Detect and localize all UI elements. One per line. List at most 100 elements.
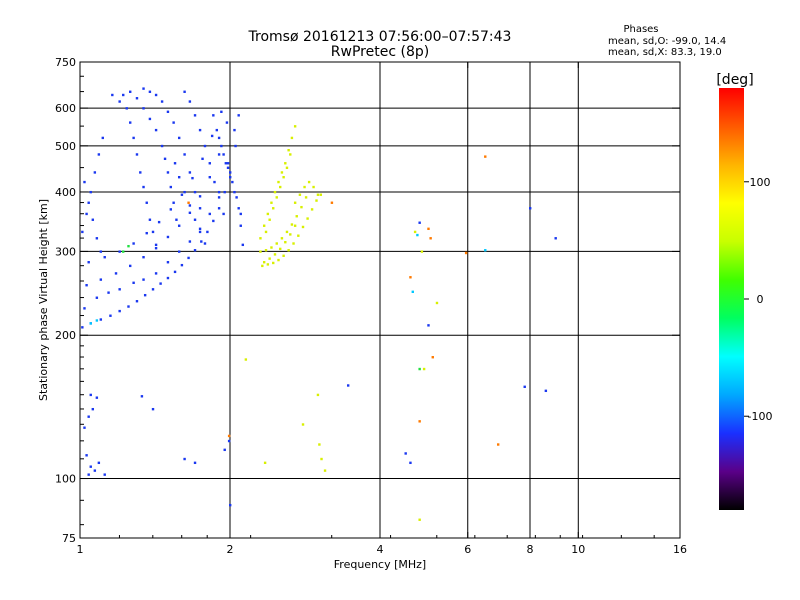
data-point [217, 153, 221, 156]
data-point [87, 201, 90, 204]
data-point [280, 237, 284, 240]
data-point [193, 114, 197, 117]
data-point [315, 199, 318, 202]
data-point [172, 201, 175, 204]
data-point [306, 217, 309, 220]
data-point [177, 250, 181, 253]
data-point [177, 224, 181, 227]
data-point [95, 396, 99, 399]
data-point [109, 314, 112, 317]
data-point [259, 250, 262, 253]
data-point [122, 93, 125, 97]
data-point [145, 231, 148, 235]
data-point [422, 367, 426, 371]
data-point [169, 185, 173, 189]
data-point [277, 258, 280, 262]
data-point [262, 261, 266, 264]
data-point [203, 242, 207, 245]
data-point [293, 125, 297, 128]
data-point [151, 230, 155, 234]
legend-line-x: mean, sd,X: 83.3, 19.0 [608, 47, 722, 58]
data-point [418, 367, 421, 371]
data-point [89, 465, 92, 468]
data-point [103, 473, 106, 476]
data-point [272, 261, 275, 265]
data-point [193, 190, 197, 194]
data-point [287, 249, 290, 252]
data-point [523, 385, 526, 389]
chart-title: Tromsø 20161213 07:56:00–07:57:43 [248, 29, 512, 45]
data-point [160, 100, 164, 103]
data-point [318, 443, 321, 446]
data-point [91, 407, 95, 411]
data-point [270, 246, 273, 249]
data-point [187, 256, 190, 260]
data-point [484, 249, 487, 252]
data-point [200, 240, 203, 243]
data-point [85, 454, 88, 457]
data-point [135, 153, 139, 156]
data-point [266, 263, 270, 266]
y-tick-label: 100 [55, 473, 76, 486]
data-point [268, 218, 271, 221]
data-point [148, 218, 152, 221]
data-point [99, 318, 103, 321]
data-point [97, 153, 101, 156]
data-point [191, 176, 194, 180]
data-point [142, 107, 145, 110]
data-point [263, 461, 267, 465]
data-point [259, 237, 262, 240]
data-point [83, 426, 86, 429]
x-tick-label: 6 [464, 543, 471, 556]
data-point [127, 305, 130, 308]
data-point [217, 190, 221, 194]
data-point [93, 171, 97, 174]
y-tick-label: 200 [55, 329, 76, 342]
data-point [93, 469, 97, 472]
data-point [166, 171, 170, 174]
data-point [231, 180, 234, 184]
data-point [330, 201, 334, 204]
data-point [83, 180, 86, 184]
data-point [310, 208, 314, 211]
data-point [160, 144, 164, 148]
data-point [87, 415, 90, 418]
data-point [275, 242, 278, 245]
data-point [188, 211, 192, 214]
data-point [266, 212, 270, 216]
data-point [289, 153, 292, 156]
data-point [177, 136, 181, 140]
data-point [118, 288, 121, 291]
data-point [142, 185, 145, 189]
data-point [212, 114, 215, 117]
data-point [118, 100, 121, 103]
data-point [264, 249, 268, 252]
data-point [413, 230, 417, 234]
data-point [217, 136, 221, 140]
data-point [284, 162, 287, 165]
data-point [529, 207, 532, 210]
data-point [301, 225, 305, 229]
data-point [237, 114, 240, 117]
data-point [301, 423, 305, 426]
x-tick-label: 4 [377, 543, 384, 556]
data-point [300, 205, 303, 209]
data-point [99, 250, 103, 253]
data-point [193, 249, 197, 252]
data-point [290, 223, 294, 226]
data-point [103, 256, 106, 259]
data-point [279, 247, 282, 251]
data-point [295, 215, 298, 218]
data-point [180, 263, 184, 267]
data-point [235, 196, 238, 199]
data-point [418, 420, 421, 423]
data-point [237, 207, 240, 210]
y-axis: 75 100 200 300 400 500 600 750 [55, 56, 680, 545]
data-point [239, 212, 242, 216]
data-point [222, 153, 225, 156]
data-point [173, 162, 177, 165]
data-point [163, 157, 167, 161]
data-point [234, 144, 237, 148]
data-point [411, 290, 414, 294]
x-tick-label: 10 [571, 543, 585, 556]
